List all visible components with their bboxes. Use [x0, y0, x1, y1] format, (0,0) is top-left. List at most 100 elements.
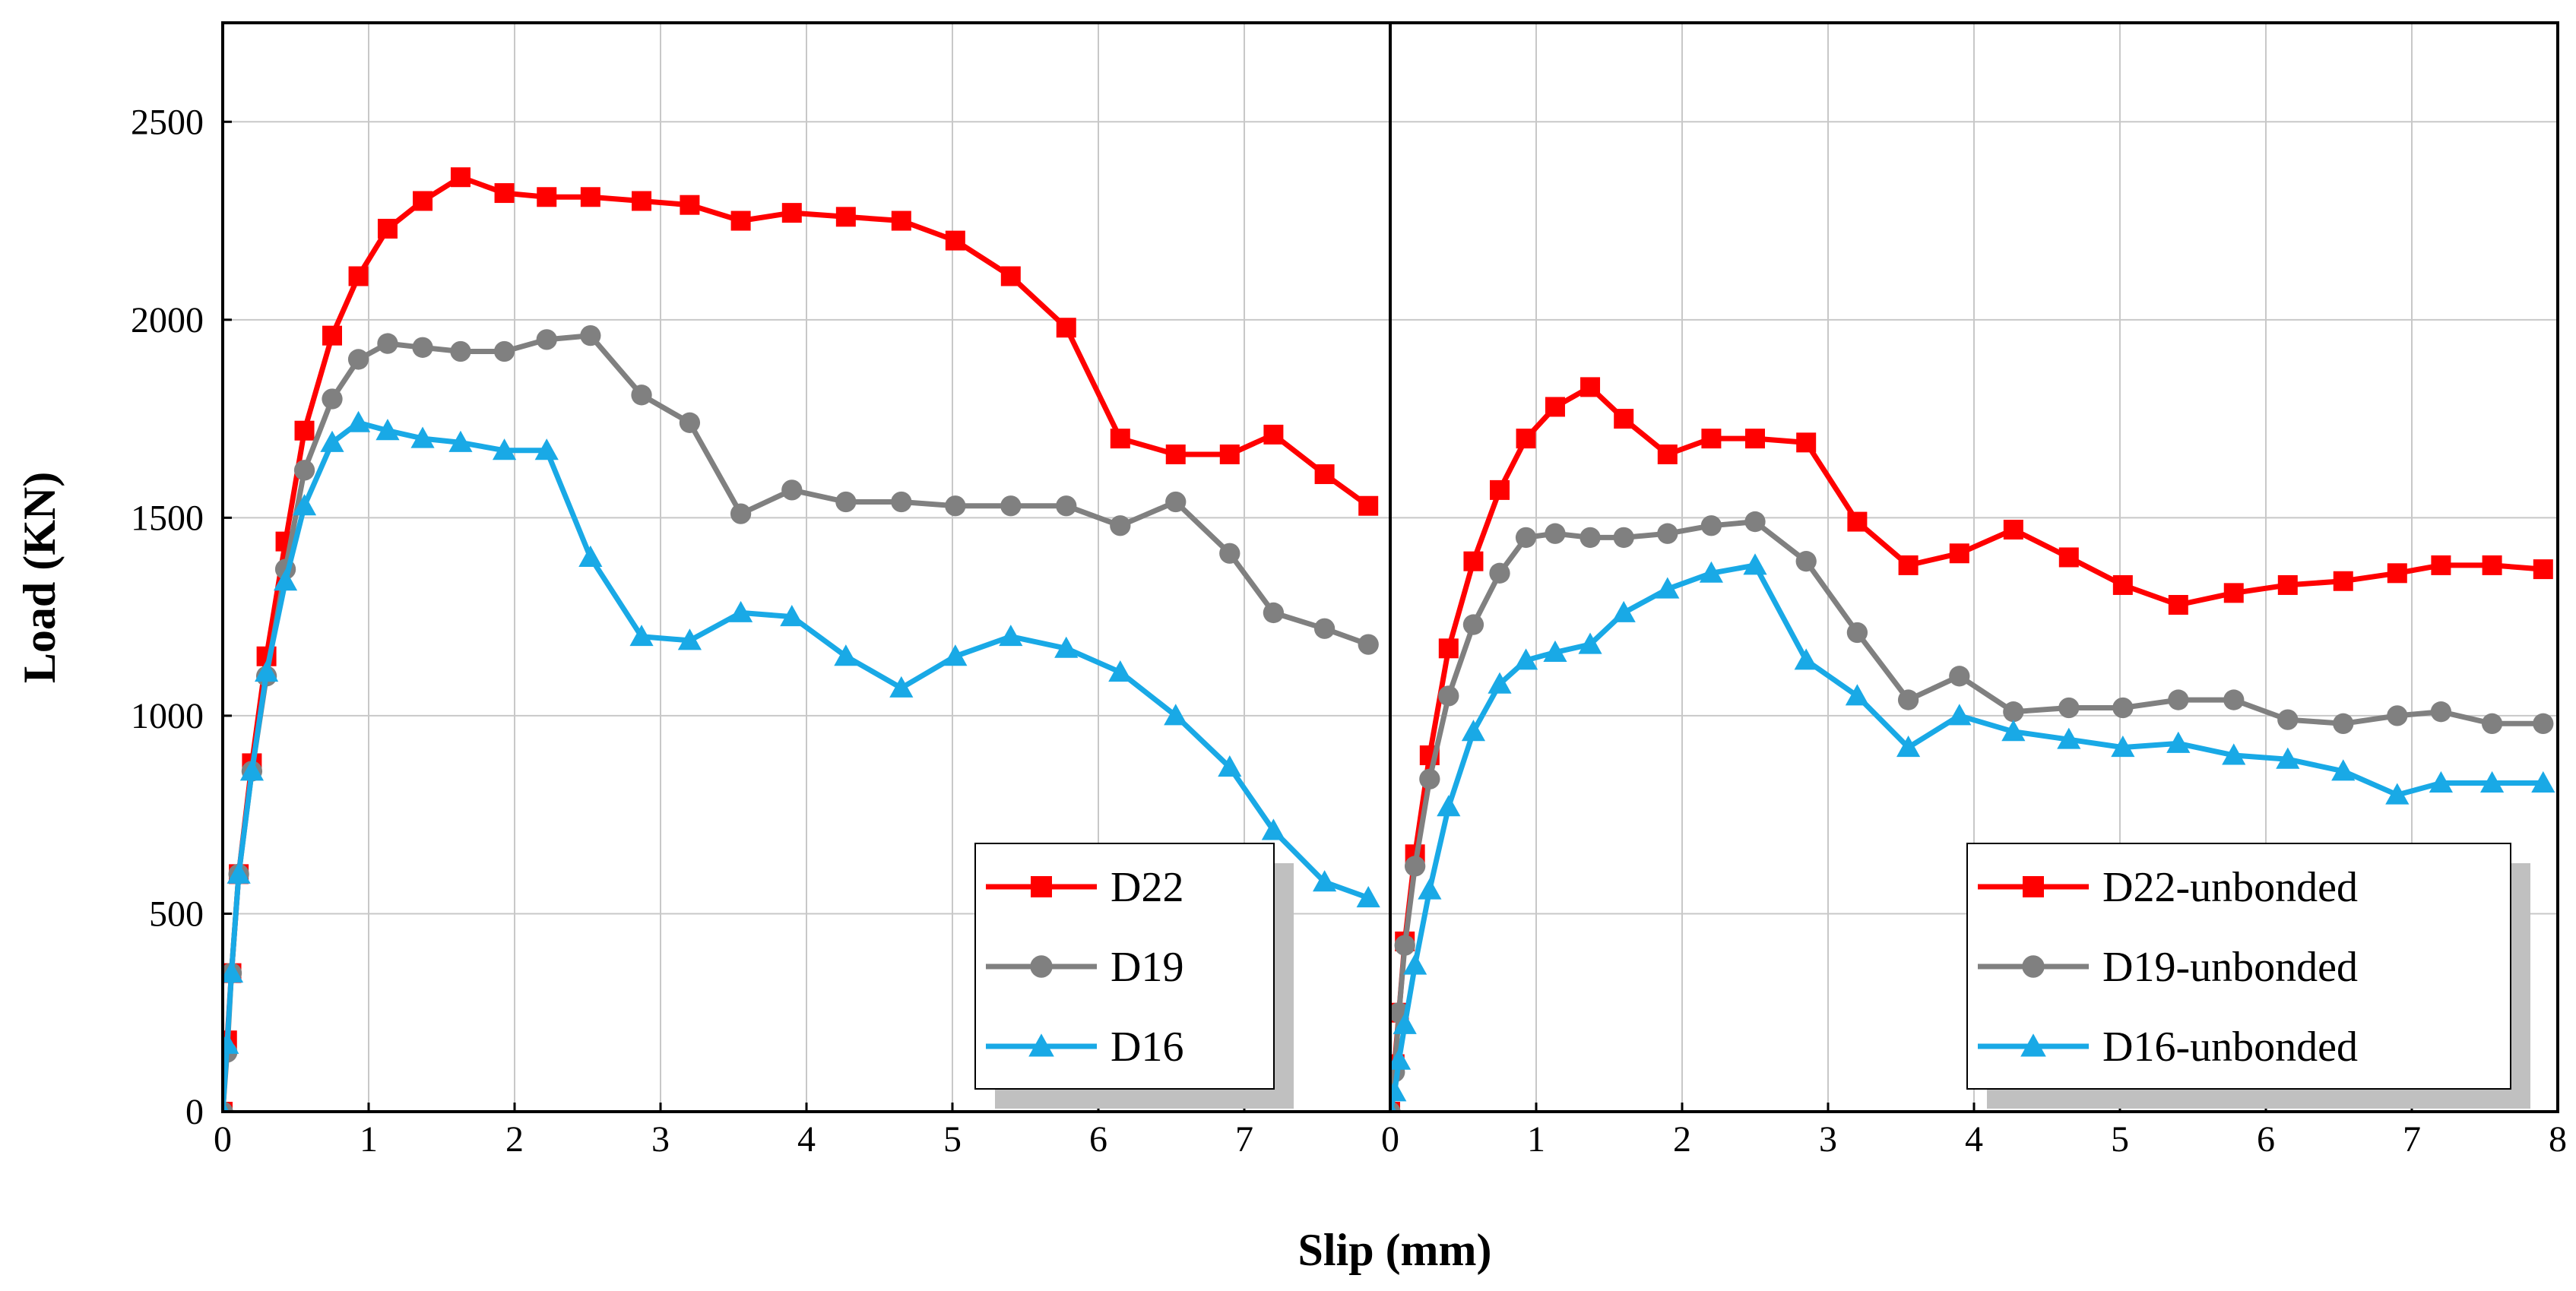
data-point-D16 [889, 676, 914, 698]
data-point-D19 [891, 491, 912, 513]
data-point-D22-unbonded [1796, 432, 1817, 453]
data-point-D16 [448, 430, 473, 452]
data-point-D22-unbonded [2223, 583, 2244, 603]
data-point-D16-unbonded [1437, 795, 1461, 817]
data-point-D16-unbonded [1947, 704, 1972, 726]
data-point-D16-unbonded [1418, 878, 1442, 900]
x-tick-label: 5 [943, 1119, 962, 1160]
data-point-D19-unbonded [1438, 685, 1459, 707]
data-point-D22-unbonded [1438, 638, 1459, 659]
data-point-D19-unbonded [1657, 523, 1678, 544]
data-point-D19 [781, 479, 803, 501]
data-point-D19-unbonded [2430, 701, 2452, 723]
data-point-D19-unbonded [1515, 527, 1537, 549]
data-point-D19-unbonded [1744, 511, 1766, 533]
x-tick-label: 3 [1819, 1119, 1837, 1160]
data-point-D19 [493, 340, 515, 362]
data-point-D22-unbonded [2168, 595, 2188, 615]
data-point-D19-unbonded [1394, 935, 1415, 956]
data-point-D16 [1218, 755, 1242, 777]
data-point-D16-unbonded [1390, 1080, 1407, 1102]
panel-2-frame [1389, 21, 2559, 1113]
data-point-D19 [1165, 491, 1187, 513]
x-tick-label: 1 [1527, 1119, 1545, 1160]
data-point-D19-unbonded [1897, 689, 1919, 710]
data-point-D22 [494, 183, 515, 204]
data-point-D19 [1000, 495, 1022, 517]
data-point-D16-unbonded [1393, 1012, 1417, 1034]
data-point-D16 [492, 438, 517, 460]
data-point-D16 [346, 410, 371, 432]
panel-2-series [1390, 377, 2555, 1112]
x-tick-label: 8 [2549, 1119, 2567, 1160]
data-point-D19-unbonded [2003, 701, 2024, 723]
data-point-D19 [322, 388, 343, 410]
data-point-D22 [1219, 444, 1240, 464]
data-point-D16 [320, 430, 344, 452]
x-tick-label: 4 [1965, 1119, 1983, 1160]
legend-label-D16: D16 [1111, 1024, 1183, 1071]
legend-label-D22-unbonded: D22-unbonded [2102, 864, 2358, 911]
data-point-D16 [629, 625, 654, 647]
legend-label-D19: D19 [1111, 944, 1183, 991]
data-point-D16-unbonded [2166, 731, 2191, 753]
data-point-D19-unbonded [1580, 527, 1601, 549]
data-point-D22 [1358, 495, 1379, 516]
data-point-D16 [578, 545, 603, 567]
legends: D22 D19 D16 D22-unbonded D19-unbonded D16-unb… [974, 843, 2530, 1109]
data-point-D19 [945, 495, 966, 517]
data-point-D22-unbonded [1898, 555, 1919, 575]
x-tick-label: 1 [360, 1119, 378, 1160]
data-point-D19 [1219, 543, 1240, 564]
legend-marker-D16 [1028, 1033, 1054, 1057]
data-point-D19 [1056, 495, 1077, 517]
data-point-D22 [1110, 429, 1130, 449]
data-point-D19-unbonded [1419, 768, 1440, 789]
data-point-D19 [536, 329, 557, 350]
data-point-D19 [835, 491, 857, 513]
data-point-D22-unbonded [1657, 444, 1678, 464]
data-point-D19 [293, 460, 315, 481]
data-point-D16 [239, 759, 264, 781]
data-point-D16 [1261, 818, 1285, 840]
data-point-D19 [1263, 602, 1285, 624]
data-point-D16 [534, 438, 559, 460]
data-point-D19-unbonded [1846, 622, 1868, 644]
data-point-D22-unbonded [2431, 555, 2451, 575]
data-point-D19 [730, 503, 752, 524]
data-point-D16 [1356, 886, 1380, 908]
data-point-D22-unbonded [1463, 551, 1484, 571]
x-tick-label: 5 [2111, 1119, 2129, 1160]
data-point-D16-unbonded [1656, 577, 1680, 599]
data-point-D16-unbonded [2331, 759, 2356, 781]
data-point-D16-unbonded [1390, 1100, 1397, 1112]
data-point-D19-unbonded [1404, 856, 1426, 877]
data-point-D19 [631, 384, 652, 406]
data-point-D19-unbonded [2058, 697, 2080, 719]
x-tick-label: 0 [214, 1119, 232, 1160]
data-point-D16-unbonded [2385, 783, 2410, 805]
data-point-D22 [1314, 464, 1335, 485]
data-point-D16 [780, 605, 804, 627]
data-point-D16 [943, 644, 968, 666]
data-point-D16 [375, 419, 400, 441]
data-point-D16 [729, 600, 753, 622]
data-point-D22 [537, 187, 557, 207]
data-point-D16 [255, 660, 279, 682]
data-point-D22-unbonded [2112, 574, 2133, 595]
data-point-D22 [322, 325, 342, 346]
data-point-D16-unbonded [1403, 953, 1427, 975]
data-point-D16 [1164, 704, 1188, 726]
data-point-D16-unbonded [2480, 770, 2505, 793]
data-point-D16 [999, 625, 1023, 647]
data-point-D22 [450, 167, 471, 188]
data-point-D16-unbonded [2057, 727, 2081, 749]
data-point-D16-unbonded [1743, 553, 1767, 575]
x-tick-label: 2 [505, 1119, 524, 1160]
data-point-D22 [730, 210, 751, 231]
data-point-D19-unbonded [2387, 705, 2408, 726]
x-tick-label: 7 [1235, 1119, 1253, 1160]
data-point-D16-unbonded [1461, 720, 1486, 742]
data-point-D19-unbonded [2333, 713, 2354, 734]
